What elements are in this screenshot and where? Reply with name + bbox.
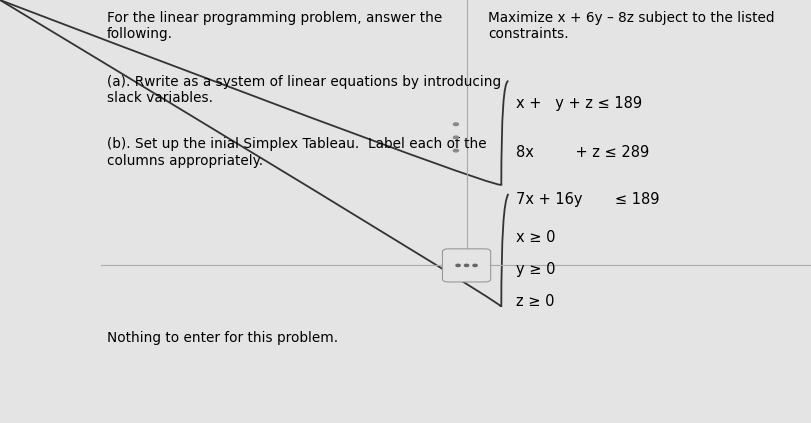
Text: (b). Set up the inial Simplex Tableau.  Label each of the
columns appropriately.: (b). Set up the inial Simplex Tableau. L…: [107, 137, 487, 168]
Circle shape: [453, 123, 458, 126]
FancyBboxPatch shape: [443, 249, 491, 282]
Text: x ≥ 0: x ≥ 0: [516, 230, 556, 244]
Text: Nothing to enter for this problem.: Nothing to enter for this problem.: [107, 331, 338, 345]
Circle shape: [456, 264, 460, 266]
Text: z ≥ 0: z ≥ 0: [516, 294, 555, 309]
Text: 7x + 16y       ≤ 189: 7x + 16y ≤ 189: [516, 192, 659, 207]
Text: y ≥ 0: y ≥ 0: [516, 262, 556, 277]
Text: For the linear programming problem, answer the
following.: For the linear programming problem, answ…: [107, 11, 442, 41]
Circle shape: [453, 136, 458, 139]
Circle shape: [465, 264, 469, 266]
Circle shape: [453, 149, 458, 152]
Text: Maximize x + 6y – 8z subject to the listed
constraints.: Maximize x + 6y – 8z subject to the list…: [488, 11, 775, 41]
Text: x +   y + z ≤ 189: x + y + z ≤ 189: [516, 96, 642, 111]
Text: (a). Rwrite as a system of linear equations by introducing
slack variables.: (a). Rwrite as a system of linear equati…: [107, 75, 501, 105]
Circle shape: [473, 264, 477, 266]
Text: 8x         + z ≤ 289: 8x + z ≤ 289: [516, 145, 650, 160]
